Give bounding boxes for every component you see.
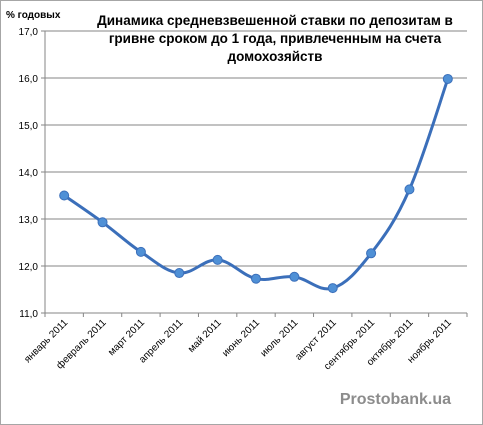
y-tick-label: 15,0	[19, 121, 39, 132]
watermark: Prostobank.ua	[339, 391, 451, 408]
x-tick-label: июнь 2011	[220, 317, 262, 359]
data-point	[135, 246, 146, 257]
data-point	[404, 184, 415, 195]
series	[59, 73, 453, 294]
y-tick-labels: 11,0 12,0 13,0 14,0 15,0 16,0 17,0	[19, 27, 39, 320]
data-point	[212, 254, 223, 265]
y-tick-label: 14,0	[19, 168, 39, 179]
y-tick-label: 12,0	[19, 262, 39, 273]
data-point	[97, 217, 108, 228]
y-tick-label: 16,0	[19, 74, 39, 85]
data-point	[174, 268, 185, 279]
data-point	[251, 273, 261, 284]
chart-title: Динамика средневзвешенной ставки по депо…	[97, 13, 453, 64]
y-tick-label: 17,0	[19, 27, 39, 38]
x-tick-label: март 2011	[106, 317, 147, 358]
data-point	[327, 283, 338, 294]
data-point	[366, 248, 377, 259]
y-tick-label: 13,0	[19, 215, 39, 226]
x-tick-label: май 2011	[186, 317, 224, 355]
y-axis-label: % годовых	[6, 10, 61, 21]
series-line	[63, 78, 450, 291]
data-point	[289, 271, 300, 282]
data-point	[59, 190, 70, 201]
y-tick-label: 11,0	[19, 309, 38, 320]
grid-lines	[45, 30, 467, 267]
axes	[41, 30, 468, 317]
data-point	[442, 73, 453, 84]
